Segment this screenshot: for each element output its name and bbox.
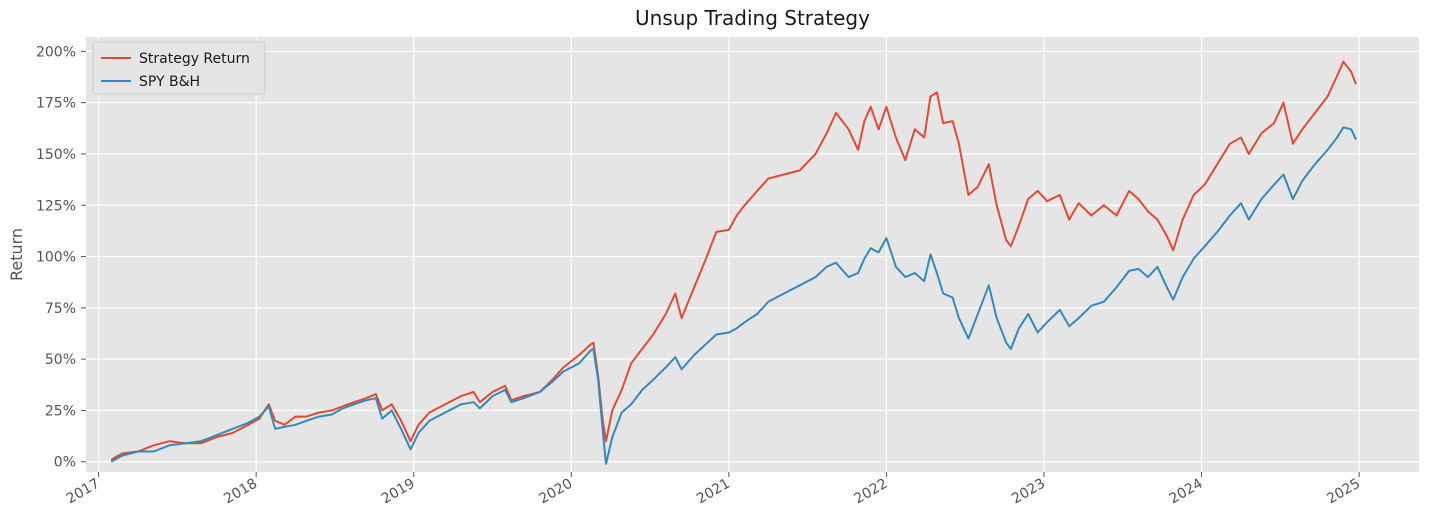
series-line-spy-bh	[110, 126, 1357, 465]
series-lines	[110, 60, 1357, 465]
y-tick-label: 75%	[45, 301, 76, 317]
x-tick-label: 2019	[379, 476, 418, 508]
y-tick-label: 150%	[36, 147, 76, 163]
x-tick-label: 2022	[852, 476, 891, 508]
y-tick-label: 100%	[36, 250, 76, 266]
x-tick-labels: 2017 2018 2019 2020 2021 2022 2023 2024 2025	[64, 476, 1363, 508]
y-tick-label: 50%	[45, 352, 76, 368]
y-tick-label: 0%	[54, 455, 76, 471]
y-tick-label: 200%	[36, 44, 76, 60]
x-tick-label: 2023	[1009, 476, 1048, 508]
legend-box	[92, 41, 266, 95]
y-tick-label: 125%	[36, 198, 76, 214]
y-tick-label: 175%	[36, 96, 76, 112]
x-tick-label: 2018	[221, 476, 260, 508]
chart-title: Unsup Trading Strategy	[635, 6, 870, 30]
legend-label: Strategy Return	[139, 51, 250, 67]
x-tick-label: 2017	[64, 476, 103, 508]
y-tick-labels: 0% 25% 50% 75% 100% 125% 150% 175% 200%	[36, 44, 76, 470]
x-tick-label: 2021	[694, 476, 733, 508]
legend-label: SPY B&H	[139, 74, 200, 90]
series-line-strategy-return	[110, 60, 1357, 461]
legend: Strategy Return SPY B&H	[92, 41, 266, 95]
grid-lines	[81, 37, 1419, 477]
x-tick-label: 2020	[536, 476, 575, 508]
x-tick-label: 2025	[1324, 476, 1363, 508]
y-tick-label: 25%	[45, 403, 76, 419]
x-tick-label: 2024	[1167, 476, 1206, 508]
y-axis-title: Return	[7, 228, 26, 281]
